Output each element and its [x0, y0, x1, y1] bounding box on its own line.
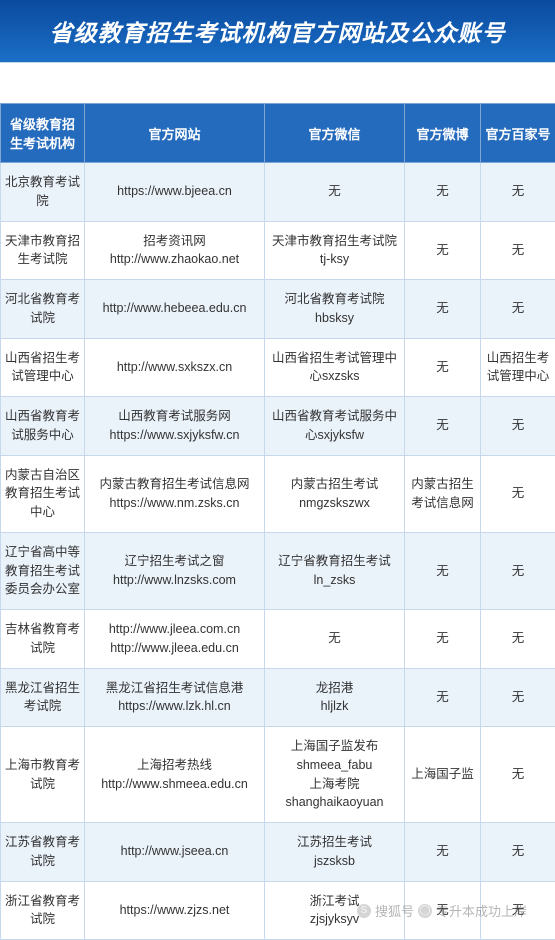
cell-wb: 无	[405, 610, 481, 669]
cell-bj: 无	[481, 221, 555, 280]
cell-wb: 无	[405, 397, 481, 456]
table-row: 北京教育考试院https://www.bjeea.cn无无无	[1, 163, 555, 222]
col-header-weibo: 官方微博	[405, 104, 481, 163]
cell-wb: 上海国子监	[405, 727, 481, 823]
cell-bj: 山西招生考试管理中心	[481, 338, 555, 397]
cell-wb: 无	[405, 668, 481, 727]
cell-bj: 无	[481, 397, 555, 456]
cell-wx: 辽宁省教育招生考试ln_zsks	[265, 532, 405, 609]
cell-bj: 无	[481, 163, 555, 222]
cell-wb: 无	[405, 532, 481, 609]
cell-org: 上海市教育考试院	[1, 727, 85, 823]
cell-wx: 河北省教育考试院hbsksy	[265, 280, 405, 339]
cell-wx: 无	[265, 163, 405, 222]
col-header-baijia: 官方百家号	[481, 104, 555, 163]
table-body: 北京教育考试院https://www.bjeea.cn无无无天津市教育招生考试院…	[1, 163, 555, 940]
cell-wx: 无	[265, 610, 405, 669]
cell-web: https://www.bjeea.cn	[85, 163, 265, 222]
table-row: 上海市教育考试院上海招考热线http://www.shmeea.edu.cn上海…	[1, 727, 555, 823]
table-header-row: 省级教育招生考试机构 官方网站 官方微信 官方微博 官方百家号	[1, 104, 555, 163]
table-row: 河北省教育考试院http://www.hebeea.edu.cn河北省教育考试院…	[1, 280, 555, 339]
cell-wb: 无	[405, 823, 481, 882]
cell-org: 黑龙江省招生考试院	[1, 668, 85, 727]
cell-org: 内蒙古自治区教育招生考试中心	[1, 455, 85, 532]
cell-bj: 无	[481, 727, 555, 823]
table-row: 江苏省教育考试院http://www.jseea.cn江苏招生考试jszsksb…	[1, 823, 555, 882]
cell-org: 江苏省教育考试院	[1, 823, 85, 882]
cell-wx: 天津市教育招生考试院tj-ksy	[265, 221, 405, 280]
cell-wb: 无	[405, 221, 481, 280]
cell-wb: 无	[405, 881, 481, 940]
col-header-wechat: 官方微信	[265, 104, 405, 163]
cell-wx: 内蒙古招生考试nmgzskszwx	[265, 455, 405, 532]
cell-web: http://www.jseea.cn	[85, 823, 265, 882]
cell-web: 山西教育考试服务网https://www.sxjyksfw.cn	[85, 397, 265, 456]
cell-web: http://www.hebeea.edu.cn	[85, 280, 265, 339]
cell-web: http://www.sxkszx.cn	[85, 338, 265, 397]
cell-web: https://www.zjzs.net	[85, 881, 265, 940]
table-row: 吉林省教育考试院http://www.jleea.com.cnhttp://ww…	[1, 610, 555, 669]
table-row: 内蒙古自治区教育招生考试中心内蒙古教育招生考试信息网https://www.nm…	[1, 455, 555, 532]
col-header-org: 省级教育招生考试机构	[1, 104, 85, 163]
data-table: 省级教育招生考试机构 官方网站 官方微信 官方微博 官方百家号 北京教育考试院h…	[0, 103, 555, 940]
table-row: 山西省教育考试服务中心山西教育考试服务网https://www.sxjyksfw…	[1, 397, 555, 456]
cell-wx: 龙招港hljlzk	[265, 668, 405, 727]
cell-web: 黑龙江省招生考试信息港https://www.lzk.hl.cn	[85, 668, 265, 727]
cell-web: 招考资讯网http://www.zhaokao.net	[85, 221, 265, 280]
cell-wb: 无	[405, 338, 481, 397]
cell-org: 吉林省教育考试院	[1, 610, 85, 669]
cell-wx: 山西省教育考试服务中心sxjyksfw	[265, 397, 405, 456]
cell-bj: 无	[481, 668, 555, 727]
cell-wb: 无	[405, 163, 481, 222]
col-header-web: 官方网站	[85, 104, 265, 163]
title-spacer	[0, 63, 555, 103]
table-row: 天津市教育招生考试院招考资讯网http://www.zhaokao.net天津市…	[1, 221, 555, 280]
cell-org: 山西省招生考试管理中心	[1, 338, 85, 397]
page-title: 省级教育招生考试机构官方网站及公众账号	[0, 0, 555, 63]
cell-wb: 内蒙古招生考试信息网	[405, 455, 481, 532]
cell-web: 上海招考热线http://www.shmeea.edu.cn	[85, 727, 265, 823]
cell-web: 辽宁招生考试之窗http://www.lnzsks.com	[85, 532, 265, 609]
cell-org: 河北省教育考试院	[1, 280, 85, 339]
cell-bj: 无	[481, 455, 555, 532]
cell-bj: 无	[481, 280, 555, 339]
cell-wx: 山西省招生考试管理中心sxzsks	[265, 338, 405, 397]
cell-org: 山西省教育考试服务中心	[1, 397, 85, 456]
cell-wx: 上海国子监发布shmeea_fabu上海考院shanghaikaoyuan	[265, 727, 405, 823]
cell-web: http://www.jleea.com.cnhttp://www.jleea.…	[85, 610, 265, 669]
cell-org: 北京教育考试院	[1, 163, 85, 222]
cell-bj: 无	[481, 881, 555, 940]
cell-wx: 浙江考试zjsjyksyv	[265, 881, 405, 940]
cell-bj: 无	[481, 610, 555, 669]
cell-bj: 无	[481, 823, 555, 882]
table-row: 山西省招生考试管理中心http://www.sxkszx.cn山西省招生考试管理…	[1, 338, 555, 397]
cell-wx: 江苏招生考试jszsksb	[265, 823, 405, 882]
cell-web: 内蒙古教育招生考试信息网https://www.nm.zsks.cn	[85, 455, 265, 532]
table-row: 黑龙江省招生考试院黑龙江省招生考试信息港https://www.lzk.hl.c…	[1, 668, 555, 727]
cell-org: 天津市教育招生考试院	[1, 221, 85, 280]
cell-wb: 无	[405, 280, 481, 339]
cell-org: 辽宁省高中等教育招生考试委员会办公室	[1, 532, 85, 609]
table-row: 辽宁省高中等教育招生考试委员会办公室辽宁招生考试之窗http://www.lnz…	[1, 532, 555, 609]
cell-org: 浙江省教育考试院	[1, 881, 85, 940]
table-row: 浙江省教育考试院https://www.zjzs.net浙江考试zjsjyksy…	[1, 881, 555, 940]
cell-bj: 无	[481, 532, 555, 609]
